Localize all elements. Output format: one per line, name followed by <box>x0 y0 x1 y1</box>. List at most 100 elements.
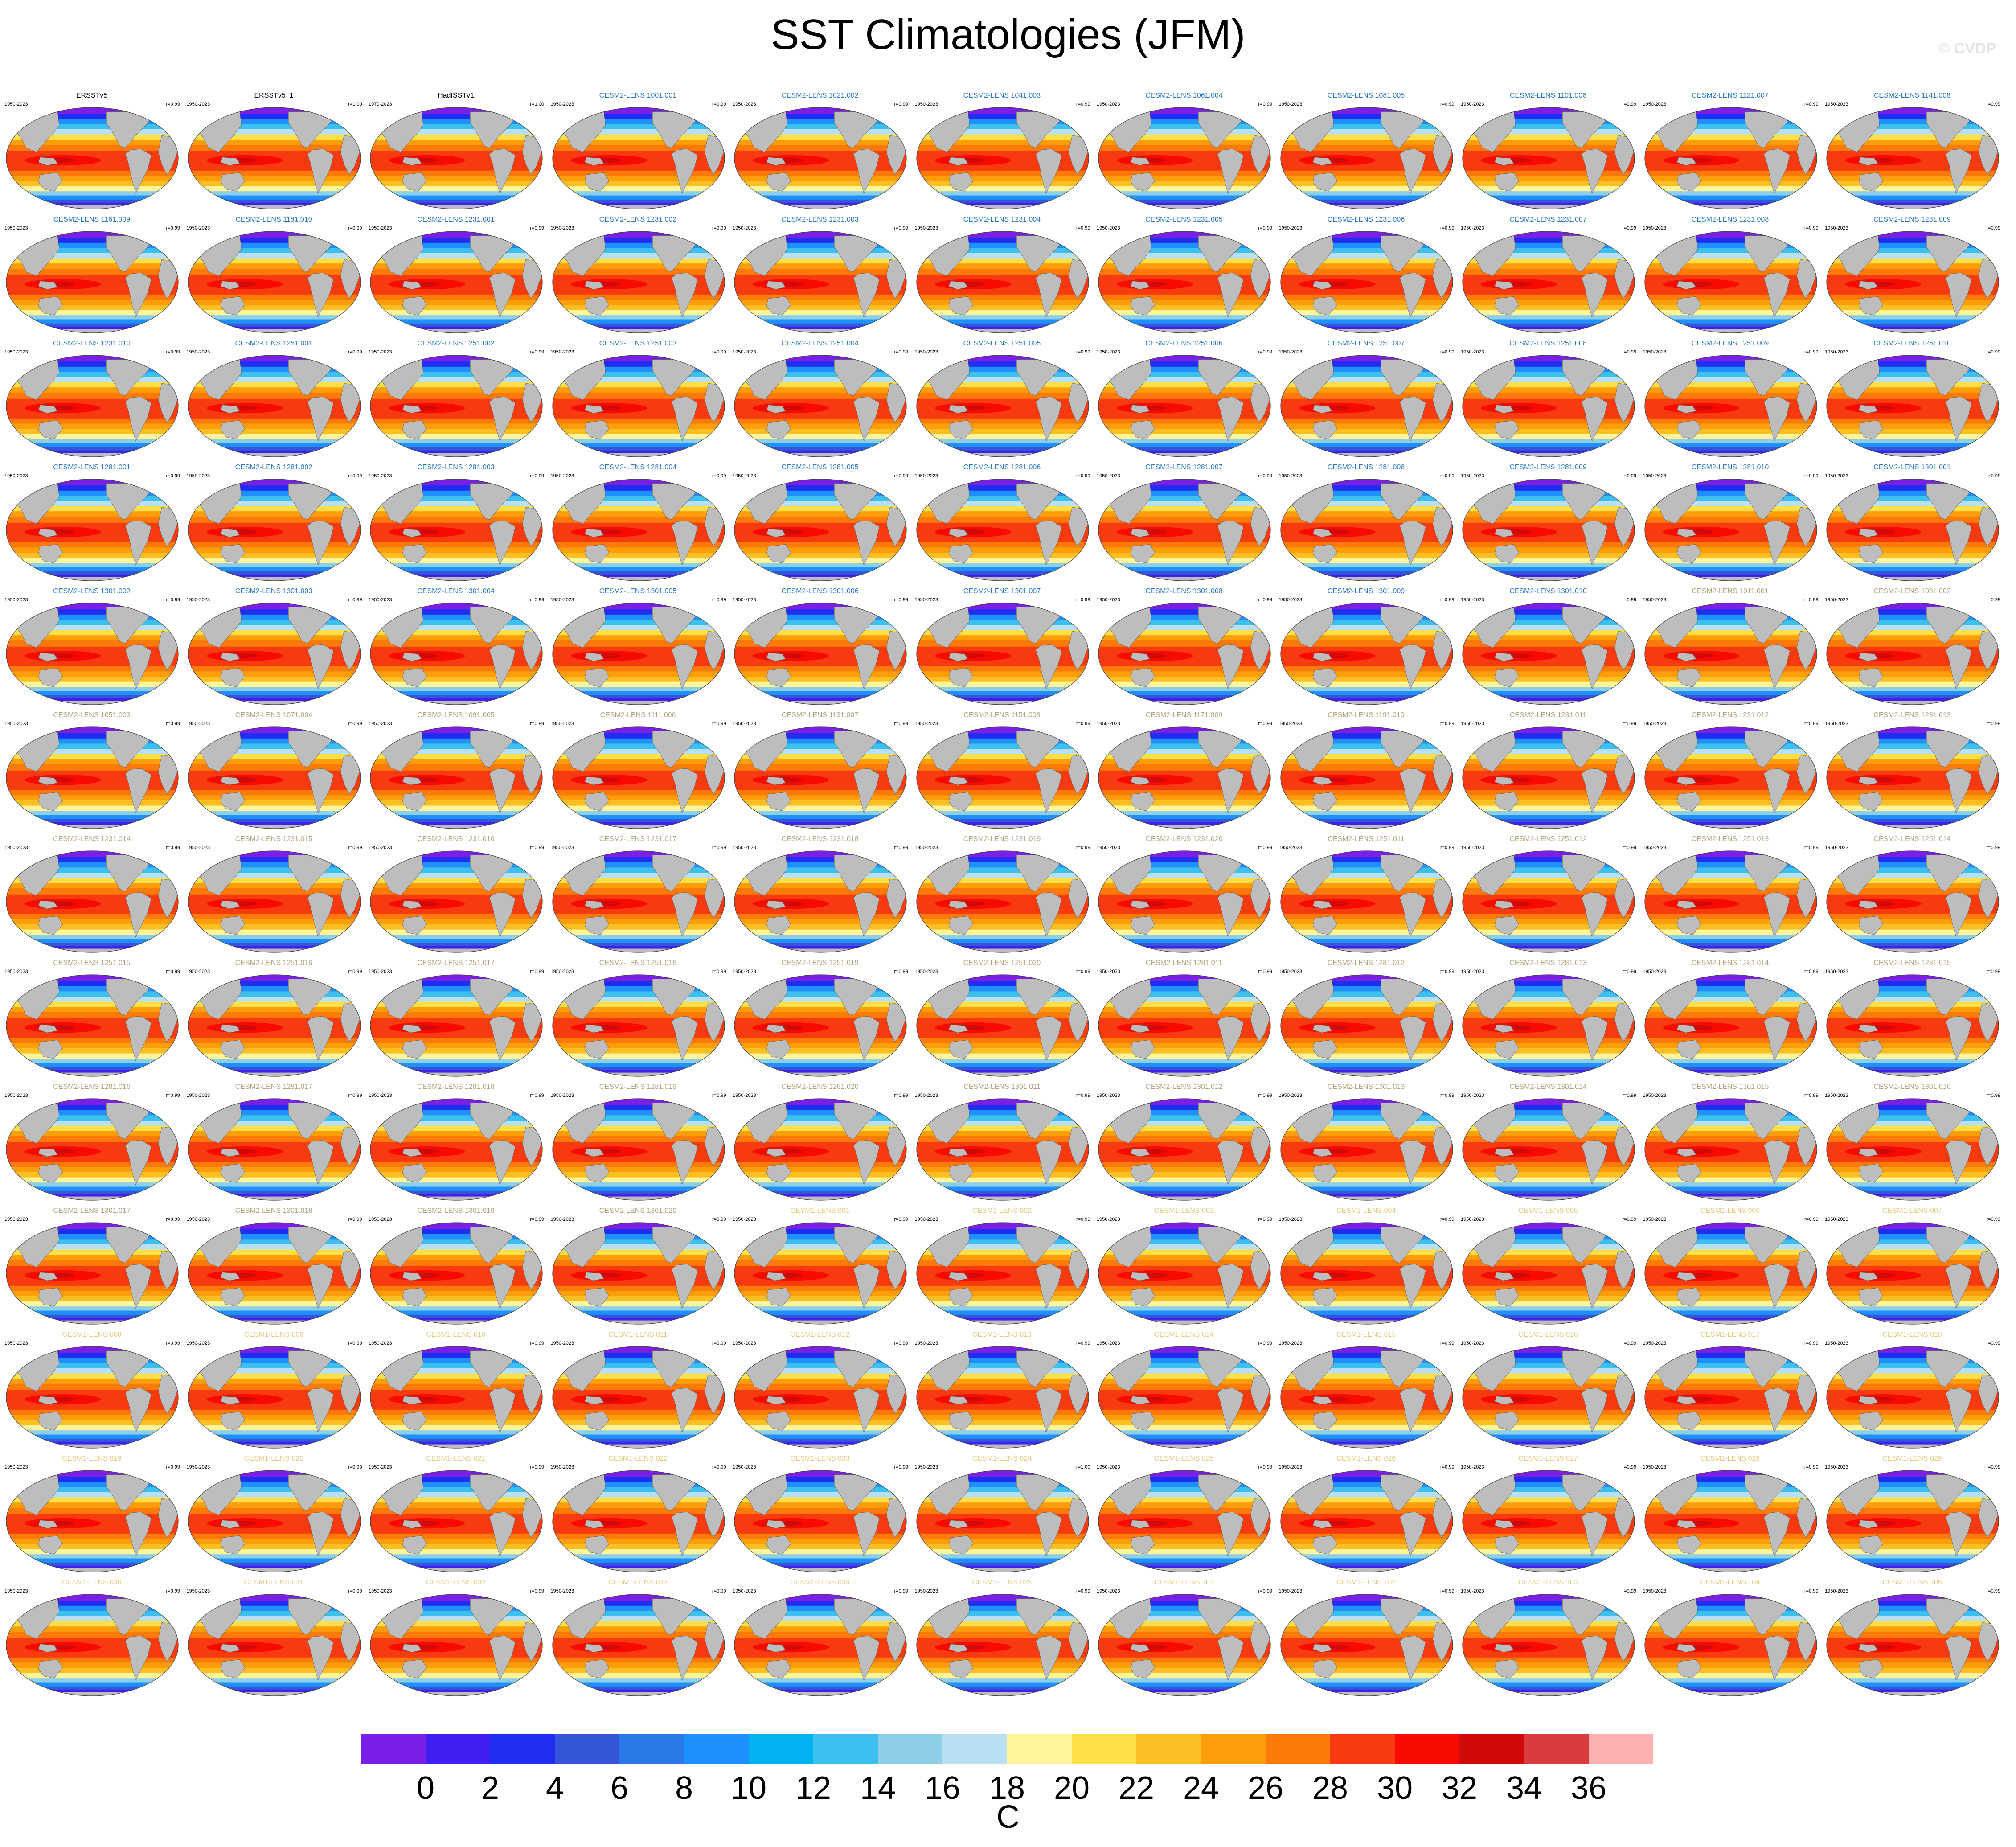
continent-land <box>1494 544 1520 563</box>
map-container <box>1098 974 1271 1079</box>
map-panel: CESM2-LENS 1251.013 1950-2023 r=0.99 <box>1639 835 1821 959</box>
sst-band <box>1463 1038 1635 1043</box>
sst-band <box>1280 1038 1453 1043</box>
sst-band <box>1463 681 1635 687</box>
continent-land <box>701 481 713 489</box>
map-container <box>552 354 725 460</box>
panel-years: 1950-2023 <box>1278 473 1303 479</box>
map-panel: CESM2-LENS 1301.012 1950-2023 r=0.99 <box>1093 1083 1275 1207</box>
panel-title: CESM1-LENS 001 <box>790 1207 850 1215</box>
sst-band <box>1463 635 1635 641</box>
panel-correlation: r=0.99 <box>1622 721 1637 726</box>
sst-band <box>188 181 361 187</box>
antarctica-land <box>6 453 178 457</box>
continent-land <box>671 768 698 813</box>
sst-band <box>552 199 725 203</box>
sst-band <box>188 1434 361 1439</box>
continent-land <box>853 768 880 813</box>
panel-title: CESM2-LENS 1281.009 <box>1509 464 1587 471</box>
antarctica-land <box>916 453 1089 457</box>
panel-correlation: r=0.99 <box>530 845 545 850</box>
sst-band <box>188 1067 361 1071</box>
map-container <box>1826 230 2000 336</box>
map-panel: CESM2-LENS 1031.002 1950-2023 r=0.99 <box>1821 587 2003 711</box>
sst-band <box>1644 294 1817 300</box>
sst-map <box>1098 974 1271 1077</box>
sst-band <box>916 176 1089 181</box>
sst-band <box>1463 170 1635 176</box>
sst-band <box>1098 800 1270 806</box>
sst-band <box>1463 263 1635 269</box>
sst-band <box>552 1038 725 1043</box>
map-panel: CESM2-LENS 1091.005 1950-2023 r=0.99 <box>365 711 547 835</box>
continent-land <box>1035 520 1062 566</box>
map-panel: CESM1-LENS 035 1950-2023 r=0.99 <box>911 1578 1093 1702</box>
sst-band <box>916 671 1089 677</box>
panel-title: CESM2-LENS 1301.002 <box>53 587 131 595</box>
sst-band <box>1827 434 1999 439</box>
continent-land <box>584 776 604 785</box>
sst-band <box>734 1430 906 1435</box>
continent-land <box>1945 396 1972 442</box>
sst-band <box>1644 1038 1817 1043</box>
panel-title: CESM1-LENS 035 <box>972 1579 1032 1586</box>
continent-land <box>883 729 896 737</box>
map-panel: CESM2-LENS 1281.013 1950-2023 r=0.99 <box>1457 959 1639 1083</box>
sst-band <box>1098 819 1270 823</box>
panel-title: CESM2-LENS 1281.004 <box>599 464 677 471</box>
map-panel: CESM1-LENS 012 1950-2023 r=0.99 <box>729 1330 911 1454</box>
panel-years: 1950-2023 <box>1097 597 1120 603</box>
map-container <box>1462 1346 1635 1451</box>
sst-band <box>6 1601 178 1606</box>
continent-land <box>125 272 152 318</box>
sst-band <box>6 199 178 203</box>
sst-band <box>6 1063 178 1067</box>
map-panel: CESM2-LENS 1301.008 1950-2023 r=0.99 <box>1093 587 1275 711</box>
sst-band <box>188 323 361 327</box>
antarctica-land <box>552 948 725 952</box>
sst-band <box>188 439 361 444</box>
sst-map <box>1462 603 1635 705</box>
sst-band <box>1280 1053 1453 1059</box>
sst-band <box>734 1172 906 1178</box>
continent-land <box>883 1224 896 1232</box>
sst-band <box>916 1306 1089 1311</box>
sst-map <box>552 1098 725 1201</box>
sst-band <box>1463 935 1635 940</box>
sst-band <box>1463 558 1635 563</box>
sst-band <box>916 434 1089 439</box>
sst-band <box>734 547 906 553</box>
sst-band <box>1098 547 1270 553</box>
continent-land <box>125 520 152 566</box>
sst-band <box>1098 567 1270 572</box>
map-outline <box>734 850 907 953</box>
continent-land <box>1858 544 1884 563</box>
map-outline <box>916 603 1089 705</box>
sst-band <box>1644 199 1817 203</box>
sst-map <box>552 603 725 705</box>
sst-band <box>734 1162 906 1167</box>
sst-band <box>188 443 361 448</box>
sst-band <box>1280 681 1453 687</box>
panel-correlation: r=0.99 <box>166 721 180 726</box>
sst-band <box>1280 558 1453 563</box>
continent-land <box>671 148 698 194</box>
map-container <box>1462 1469 1635 1575</box>
sst-map <box>552 850 725 953</box>
panel-title: CESM1-LENS 027 <box>1518 1455 1578 1462</box>
sst-map <box>734 1470 907 1572</box>
sst-band <box>1280 1477 1453 1482</box>
sst-band <box>916 1048 1089 1054</box>
sst-band <box>916 1601 1089 1606</box>
continent-land <box>883 357 896 365</box>
panel-correlation: r=0.99 <box>1986 102 2001 107</box>
sst-band <box>1098 1425 1270 1431</box>
map-outline <box>1644 107 1817 209</box>
panel-correlation: r=0.99 <box>894 349 909 355</box>
map-container <box>188 850 361 956</box>
map-container <box>916 1346 1090 1451</box>
sst-band <box>1280 434 1453 439</box>
map-container <box>5 1098 179 1203</box>
sst-band <box>1280 795 1453 801</box>
sst-band <box>1098 857 1270 863</box>
